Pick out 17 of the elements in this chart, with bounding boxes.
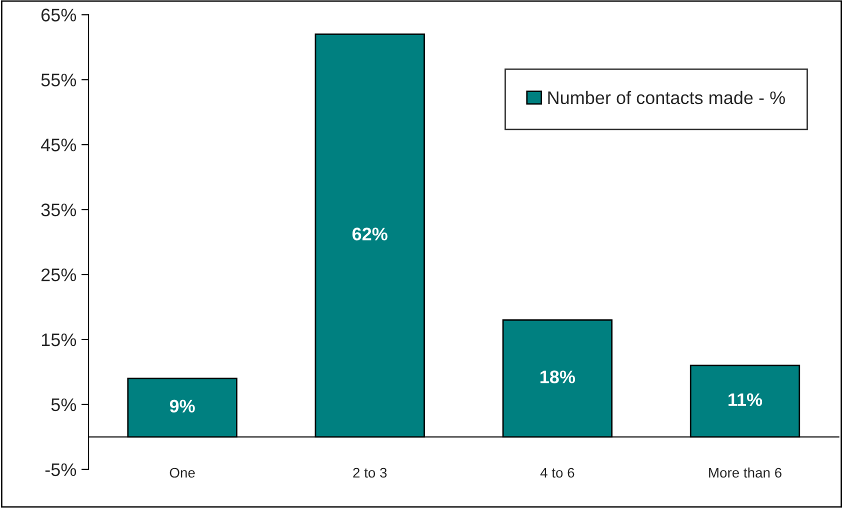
y-tick-label: -5%: [45, 463, 76, 476]
x-tick-label: 4 to 6: [540, 468, 574, 478]
y-tick-label: 25%: [41, 268, 76, 282]
y-tick-label: 55%: [41, 74, 76, 86]
y-tick-label: 35%: [41, 204, 76, 216]
y-tick-label: 65%: [41, 8, 76, 22]
y-tick-label: 45%: [40, 138, 76, 152]
y-tick-label: 15%: [42, 334, 76, 346]
y-tick-label: 5%: [51, 398, 76, 412]
x-tick-label: 2 to 3: [353, 468, 387, 478]
legend-label: Number of contacts made - %: [548, 90, 785, 104]
x-tick-label: One: [170, 468, 195, 478]
x-tick-label: More than 6: [709, 467, 782, 478]
text: 9%: [170, 400, 195, 413]
text: 18%: [540, 370, 576, 384]
text: 11%: [728, 393, 762, 406]
text: 62%: [352, 228, 388, 240]
